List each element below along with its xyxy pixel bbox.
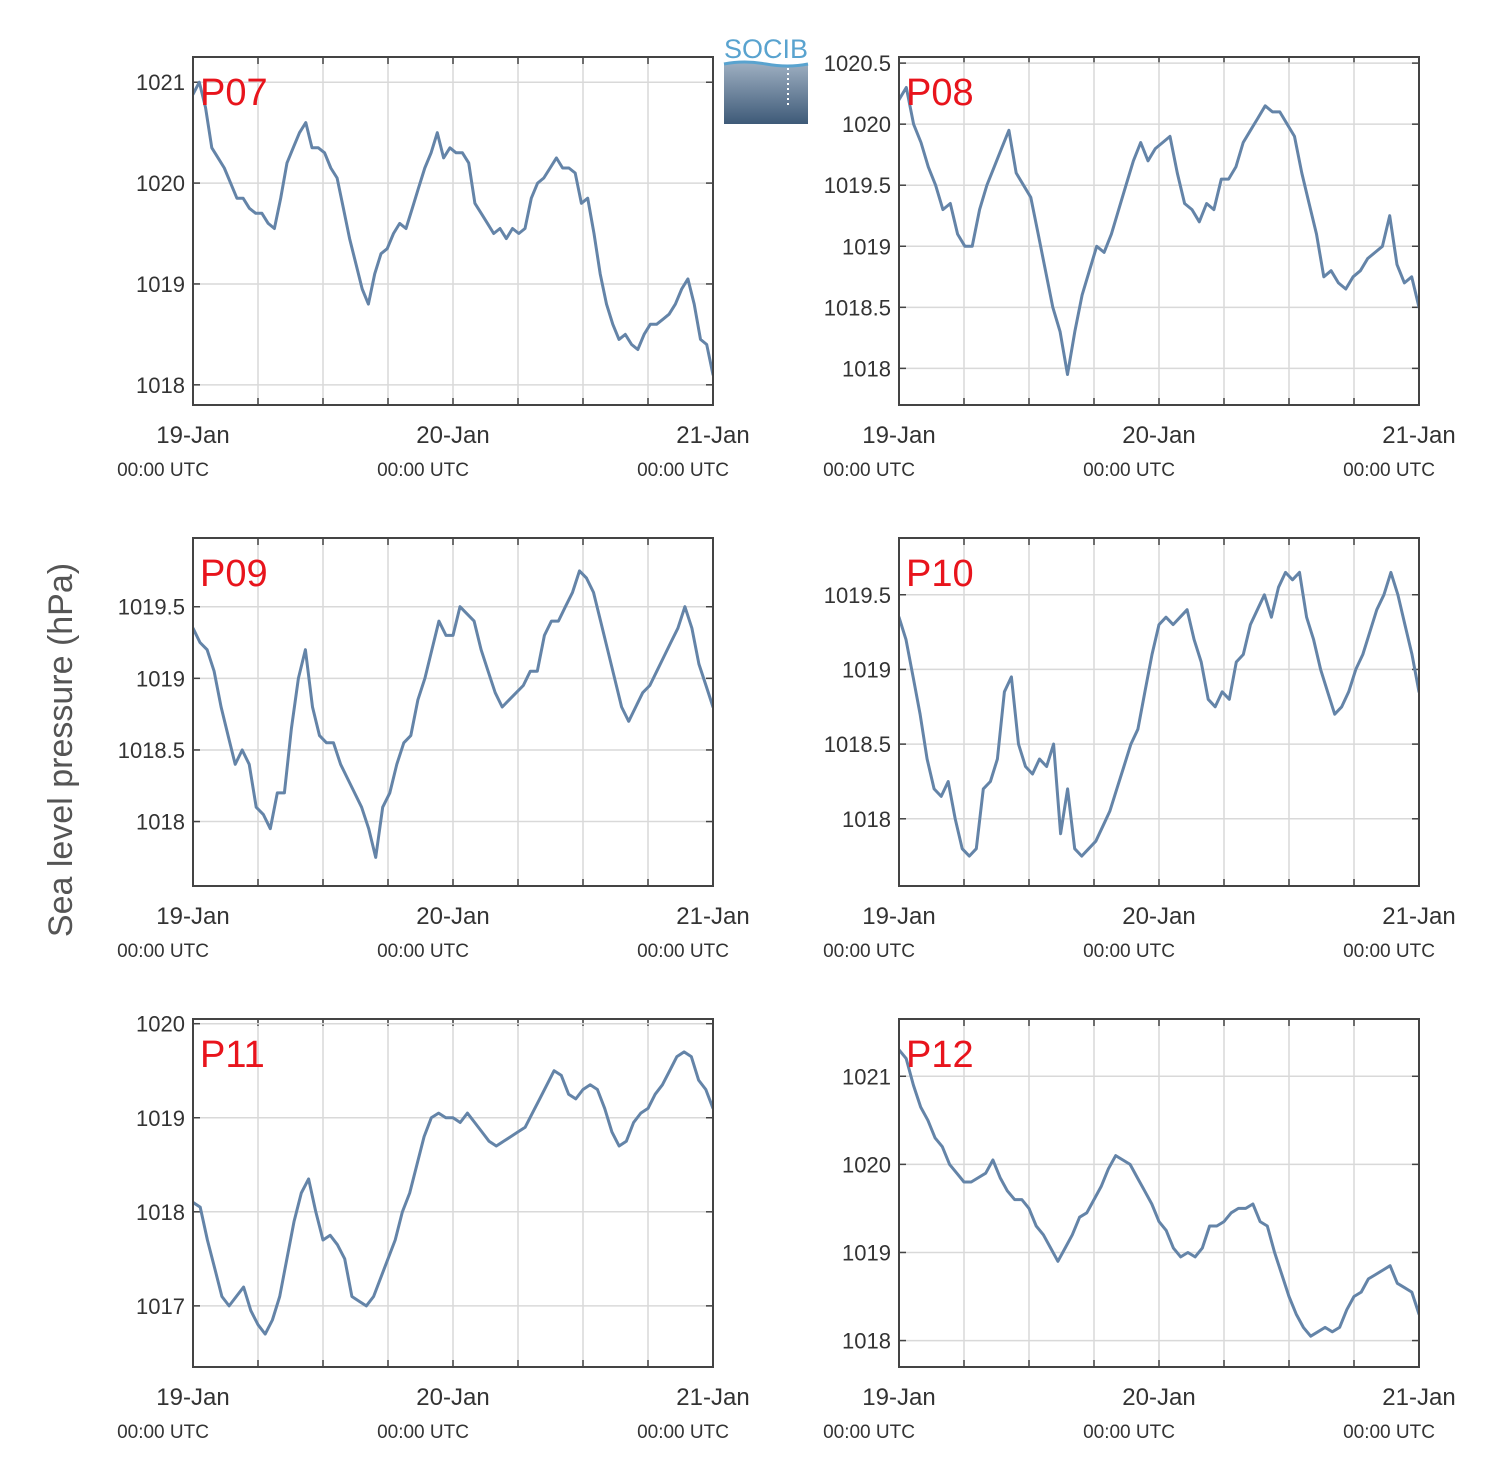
subplot-title: P07 [200,72,268,114]
y-tick-label: 1019 [842,1240,891,1265]
x-tick-label-time: 00:00 UTC [117,1422,209,1443]
series-line [193,1050,713,1336]
y-tick-label: 1019.5 [118,595,185,620]
x-tick-label-time: 00:00 UTC [1343,941,1435,962]
subplot-title: P11 [200,1034,265,1076]
x-tick-label-time: 00:00 UTC [1343,1422,1435,1443]
y-tick-label: 1019 [136,666,185,691]
subplot-title: P10 [906,553,974,595]
series-line [899,1048,1419,1338]
x-tick-label-time: 00:00 UTC [823,941,915,962]
x-tick-label-time: 00:00 UTC [823,1422,915,1443]
y-tick-label: 1020 [842,112,891,137]
x-tick-label-time: 00:00 UTC [377,941,469,962]
y-tick-label: 1021 [842,1064,891,1089]
plot-frame [192,56,714,406]
x-tick-label-date: 20-Jan [1122,1384,1195,1411]
y-tick-label: 1019.5 [824,583,891,608]
y-tick-label: 1018.5 [118,738,185,763]
x-tick-label-date: 19-Jan [862,903,935,930]
y-tick-label: 1019.5 [824,173,891,198]
x-tick-label-date: 19-Jan [156,903,229,930]
subplot-title: P08 [906,72,974,114]
x-tick-label-date: 20-Jan [416,903,489,930]
x-tick-label-date: 19-Jan [156,1384,229,1411]
y-tick-label: 1019 [136,1106,185,1131]
y-tick-label: 1020.5 [824,51,891,76]
y-tick-label: 1019 [842,657,891,682]
x-tick-label-date: 20-Jan [416,422,489,449]
x-tick-label-time: 00:00 UTC [377,1422,469,1443]
x-tick-label-time: 00:00 UTC [1083,941,1175,962]
y-tick-label: 1021 [136,70,185,95]
x-tick-label-date: 21-Jan [1382,903,1455,930]
plot-frame [898,1018,1420,1368]
subplot-p12: 1018 1019 1020 1021 19-Jan 00:00 UTC 20-Jan 00:… [823,1018,1456,1443]
series-line [899,570,1419,858]
y-tick-label: 1017 [136,1294,185,1319]
y-tick-label: 1018.5 [824,732,891,757]
y-tick-label: 1018.5 [824,295,891,320]
series-line [193,569,713,859]
x-tick-label-date: 19-Jan [862,1384,935,1411]
socib-logo: SOCIB [720,34,812,126]
x-tick-label-time: 00:00 UTC [377,460,469,481]
plot-frame [192,537,714,887]
y-tick-label: 1018 [136,1200,185,1225]
x-tick-label-date: 21-Jan [1382,1384,1455,1411]
x-tick-label-time: 00:00 UTC [823,460,915,481]
y-tick-label: 1018 [842,1329,891,1354]
x-tick-label-date: 20-Jan [1122,422,1195,449]
x-tick-label-time: 00:00 UTC [1343,460,1435,481]
subplot-p09: 1018 1018.5 1019 1019.5 19-Jan 00:00 UTC 20-Ja… [117,537,750,962]
y-tick-label: 1019 [842,234,891,259]
x-tick-label-date: 19-Jan [156,422,229,449]
logo-wave-icon [724,62,808,124]
x-tick-label-time: 00:00 UTC [1083,460,1175,481]
x-tick-label-time: 00:00 UTC [637,1422,729,1443]
subplot-title: P09 [200,553,268,595]
plot-frame [898,537,1420,887]
x-tick-label-date: 21-Jan [1382,422,1455,449]
x-tick-label-time: 00:00 UTC [637,460,729,481]
subplot-p07: 1018 1019 1020 1021 19-Jan 00:00 UTC 20-Jan 00:… [117,56,750,481]
x-tick-label-time: 00:00 UTC [637,941,729,962]
plot-frame [192,1018,714,1368]
shared-y-axis-label: Sea level pressure (hPa) [8,500,88,1000]
y-tick-label: 1018 [842,356,891,381]
x-tick-label-time: 00:00 UTC [117,941,209,962]
y-axis-label-text: Sea level pressure (hPa) [42,563,80,937]
x-tick-label-date: 20-Jan [1122,903,1195,930]
x-tick-label-date: 21-Jan [676,422,749,449]
y-tick-label: 1019 [136,272,185,297]
x-tick-label-date: 19-Jan [862,422,935,449]
plot-frame [898,56,1420,406]
y-tick-label: 1020 [842,1152,891,1177]
x-tick-label-time: 00:00 UTC [1083,1422,1175,1443]
x-tick-label-date: 20-Jan [416,1384,489,1411]
logo-text: SOCIB [724,34,808,64]
y-tick-label: 1018 [136,373,185,398]
subplot-p11: 1017 1018 1019 1020 19-Jan 00:00 UTC 20-Jan 00:… [117,1012,750,1443]
series-line [193,80,713,377]
x-tick-label-time: 00:00 UTC [117,460,209,481]
subplot-p10: 1018 1018.5 1019 1019.5 19-Jan 00:00 UTC 20-Ja… [823,537,1456,962]
subplot-title: P12 [906,1034,974,1076]
x-tick-label-date: 21-Jan [676,1384,749,1411]
y-tick-label: 1020 [136,1012,185,1037]
y-tick-label: 1020 [136,171,185,196]
y-tick-label: 1018 [136,810,185,835]
subplot-p08: 1018 1018.5 1019 1019.5 1020 1020.5 19-Jan 00:0… [823,51,1456,481]
series-line [899,86,1419,376]
x-tick-label-date: 21-Jan [676,903,749,930]
y-tick-label: 1018 [842,807,891,832]
